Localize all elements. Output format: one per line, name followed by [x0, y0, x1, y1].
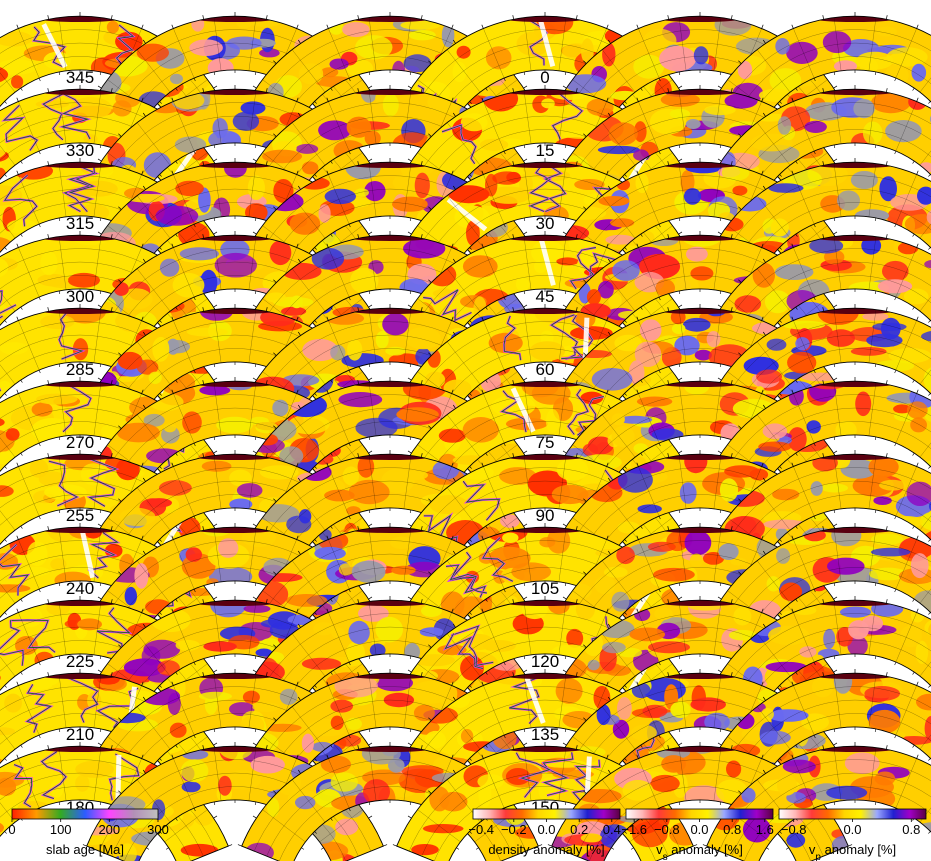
colorbar-tick-label: 300: [147, 822, 169, 837]
age-label-right: 105: [531, 579, 559, 598]
age-label-right: 135: [531, 725, 559, 744]
colorbar-label: density anomaly [%]: [488, 842, 604, 857]
age-label-left: 225: [66, 652, 94, 671]
colorbar-slab-age: 0 100 200 300 slab age [Ma]: [8, 808, 169, 857]
colorbar-tick-label: 0.0: [690, 822, 708, 837]
age-label-left: 300: [66, 287, 94, 306]
age-label-right: 60: [536, 360, 555, 379]
age-label-left: 345: [66, 68, 94, 87]
colorbar-tick-label: 1.6: [756, 822, 774, 837]
colorbar-label: vp anomaly [%]: [809, 842, 896, 861]
age-label-left: 255: [66, 506, 94, 525]
colorbar-vp: −0.8 0.0 0.8 vp anomaly [%]: [778, 808, 927, 861]
colorbar-tick-label: −1.6: [621, 822, 647, 837]
colorbar-gradient: [472, 808, 621, 820]
colorbar-tick-label: 0.2: [570, 822, 588, 837]
colorbar-tick-label: 0.4: [603, 822, 621, 837]
colorbar-gradient: [625, 808, 774, 820]
age-label-right: 45: [536, 287, 555, 306]
colorbar-tick-label: 200: [98, 822, 120, 837]
age-label-left: 270: [66, 433, 94, 452]
colorbars: 0 100 200 300 slab age [Ma] −0.4 −0.2 0.0 0.2 0.4…: [8, 808, 927, 861]
colorbar-label: slab age [Ma]: [46, 842, 124, 857]
colorbar-tick-label: 100: [50, 822, 72, 837]
colorbar-tick-label: 0.0: [537, 822, 555, 837]
age-label-left: 210: [66, 725, 94, 744]
colorbar-tick-label: 0.0: [843, 822, 861, 837]
age-label-right: 30: [536, 214, 555, 233]
colorbar-gradient: [778, 808, 927, 820]
colorbar-tick-label: −0.8: [781, 822, 807, 837]
colorbar-tick-label: 0.8: [723, 822, 741, 837]
colorbar-tick-label: 0: [8, 822, 15, 837]
age-label-right: 75: [536, 433, 555, 452]
tomography-panels: 3453303153002852702552402252101800153045…: [0, 12, 931, 861]
colorbar-tick-label: −0.4: [468, 822, 494, 837]
age-label-right: 0: [540, 68, 549, 87]
age-label-right: 15: [536, 141, 555, 160]
age-label-left: 285: [66, 360, 94, 379]
age-label-right: 120: [531, 652, 559, 671]
age-label-right: 90: [536, 506, 555, 525]
age-label-left: 240: [66, 579, 94, 598]
colorbar-tick-label: 0.8: [902, 822, 920, 837]
colorbar-tick-label: −0.8: [654, 822, 680, 837]
colorbar-density: −0.4 −0.2 0.0 0.2 0.4 density anomaly [%]: [468, 808, 621, 857]
colorbar-gradient: [11, 808, 159, 820]
age-label-left: 330: [66, 141, 94, 160]
colorbar-vs: −1.6 −0.8 0.0 0.8 1.6 vs anomaly [%]: [621, 808, 774, 861]
age-label-left: 315: [66, 214, 94, 233]
colorbar-label: vs anomaly [%]: [656, 842, 743, 861]
colorbar-tick-label: −0.2: [501, 822, 527, 837]
